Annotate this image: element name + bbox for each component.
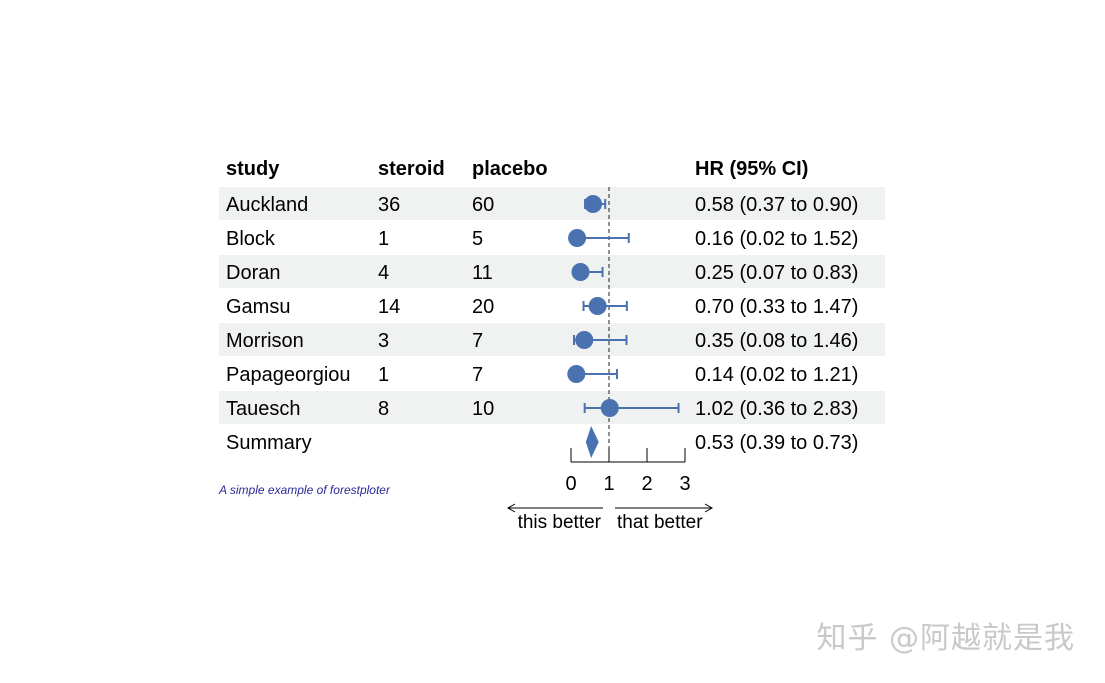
- cell-steroid: 8: [378, 398, 389, 420]
- cell-study: Gamsu: [226, 296, 290, 318]
- estimate-point: [571, 263, 590, 281]
- cell-steroid: 14: [378, 296, 400, 318]
- left-note: this better: [518, 512, 602, 533]
- x-axis: 0 1 2 3 this better that better: [506, 448, 714, 533]
- row-band: [219, 187, 885, 220]
- cell-hr-label: 0.14 (0.02 to 1.21): [695, 364, 858, 386]
- estimate-point: [575, 331, 594, 349]
- cell-study: Tauesch: [226, 398, 301, 420]
- axis-tick-label: 3: [679, 473, 690, 495]
- row-shading: [219, 187, 885, 424]
- summary-diamond: [585, 426, 599, 458]
- cell-study: Auckland: [226, 194, 308, 216]
- cell-placebo: 11: [472, 262, 493, 284]
- cell-hr-label: 0.58 (0.37 to 0.90): [695, 194, 858, 216]
- cell-steroid: 3: [378, 330, 389, 352]
- header-placebo: placebo: [472, 158, 548, 180]
- cell-placebo: 20: [472, 296, 494, 318]
- summary-label: Summary: [226, 432, 312, 454]
- cell-steroid: 4: [378, 262, 389, 284]
- estimate-point: [567, 365, 586, 383]
- cell-placebo: 60: [472, 194, 494, 216]
- cell-placebo: 5: [472, 228, 483, 250]
- cell-study: Doran: [226, 262, 280, 284]
- cell-study: Papageorgiou: [226, 364, 351, 386]
- cell-hr-label: 0.16 (0.02 to 1.52): [695, 228, 858, 250]
- estimate-point: [588, 297, 607, 315]
- cell-study: Block: [226, 228, 276, 250]
- cell-study: Morrison: [226, 330, 304, 352]
- cell-hr-label: 0.35 (0.08 to 1.46): [695, 330, 858, 352]
- right-note: that better: [617, 512, 703, 533]
- cell-placebo: 10: [472, 398, 494, 420]
- cell-steroid: 1: [378, 364, 389, 386]
- caption: A simple example of forestploter: [218, 483, 391, 497]
- cell-placebo: 7: [472, 330, 483, 352]
- estimate-point: [584, 195, 603, 213]
- cell-steroid: 36: [378, 194, 400, 216]
- estimate-point: [600, 399, 619, 417]
- summary-hr-label: 0.53 (0.39 to 0.73): [695, 432, 858, 454]
- row-band: [219, 255, 885, 288]
- cell-placebo: 7: [472, 364, 483, 386]
- row-band: [219, 323, 885, 356]
- estimate-point: [568, 229, 587, 247]
- table-header: study steroid placebo HR (95% CI): [226, 158, 808, 180]
- arrow-right-head: [704, 503, 714, 513]
- axis-tick-label: 0: [565, 473, 576, 495]
- cell-hr-label: 0.25 (0.07 to 0.83): [695, 262, 858, 284]
- axis-tick-label: 1: [603, 473, 614, 495]
- cell-hr-label: 1.02 (0.36 to 2.83): [695, 398, 858, 420]
- arrow-left-head: [506, 503, 516, 513]
- axis-tick-label: 2: [641, 473, 652, 495]
- header-study: study: [226, 158, 280, 180]
- row-band: [219, 391, 885, 424]
- cell-hr-label: 0.70 (0.33 to 1.47): [695, 296, 858, 318]
- header-hr: HR (95% CI): [695, 158, 808, 180]
- estimate-marks: [567, 195, 680, 458]
- watermark: 知乎 @阿越就是我: [816, 621, 1075, 656]
- header-steroid: steroid: [378, 158, 445, 180]
- cell-steroid: 1: [378, 228, 389, 250]
- table-cells: Auckland 36 60 0.58 (0.37 to 0.90) Block 1 5 0.…: [226, 194, 858, 454]
